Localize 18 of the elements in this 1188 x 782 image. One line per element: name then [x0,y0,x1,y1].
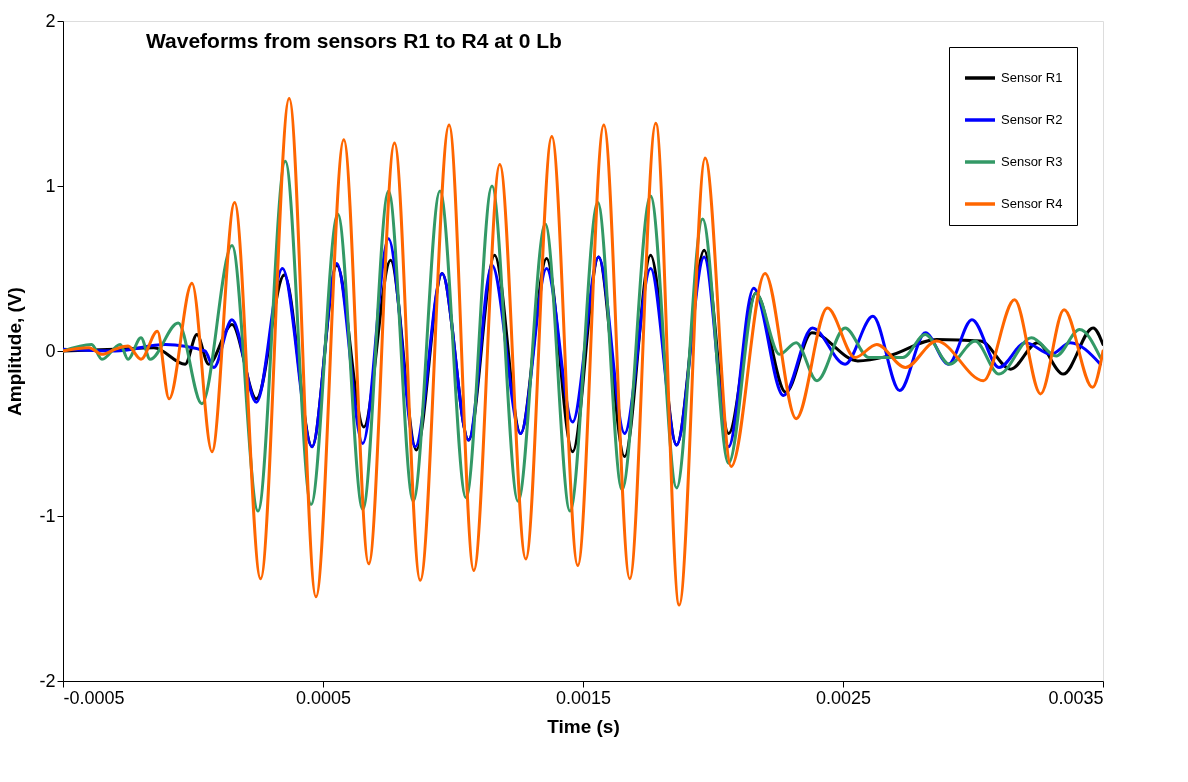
y-axis-title: Amplitude, (V) [4,287,26,416]
x-tick-label: 0.0015 [555,687,612,708]
y-tick-label: -1 [39,505,56,526]
x-tick-label: 0.0005 [295,687,352,708]
x-axis-title: Time (s) [547,715,620,737]
x-tick-label: 0.0025 [815,687,872,708]
chart-title: Waveforms from sensors R1 to R4 at 0 Lb [146,29,562,52]
legend-label: Sensor R1 [1001,70,1063,85]
legend-label: Sensor R4 [1001,196,1063,211]
x-tick-label: -0.0005 [63,687,125,708]
y-tick-label: 0 [45,340,56,361]
y-tick-label: 2 [45,10,56,31]
legend-label: Sensor R2 [1001,112,1063,127]
y-tick-label: -2 [39,670,56,691]
x-tick-label: 0.0035 [1048,687,1104,708]
legend-label: Sensor R3 [1001,154,1063,169]
line-series [63,97,1103,607]
y-tick-label: 1 [45,175,56,196]
